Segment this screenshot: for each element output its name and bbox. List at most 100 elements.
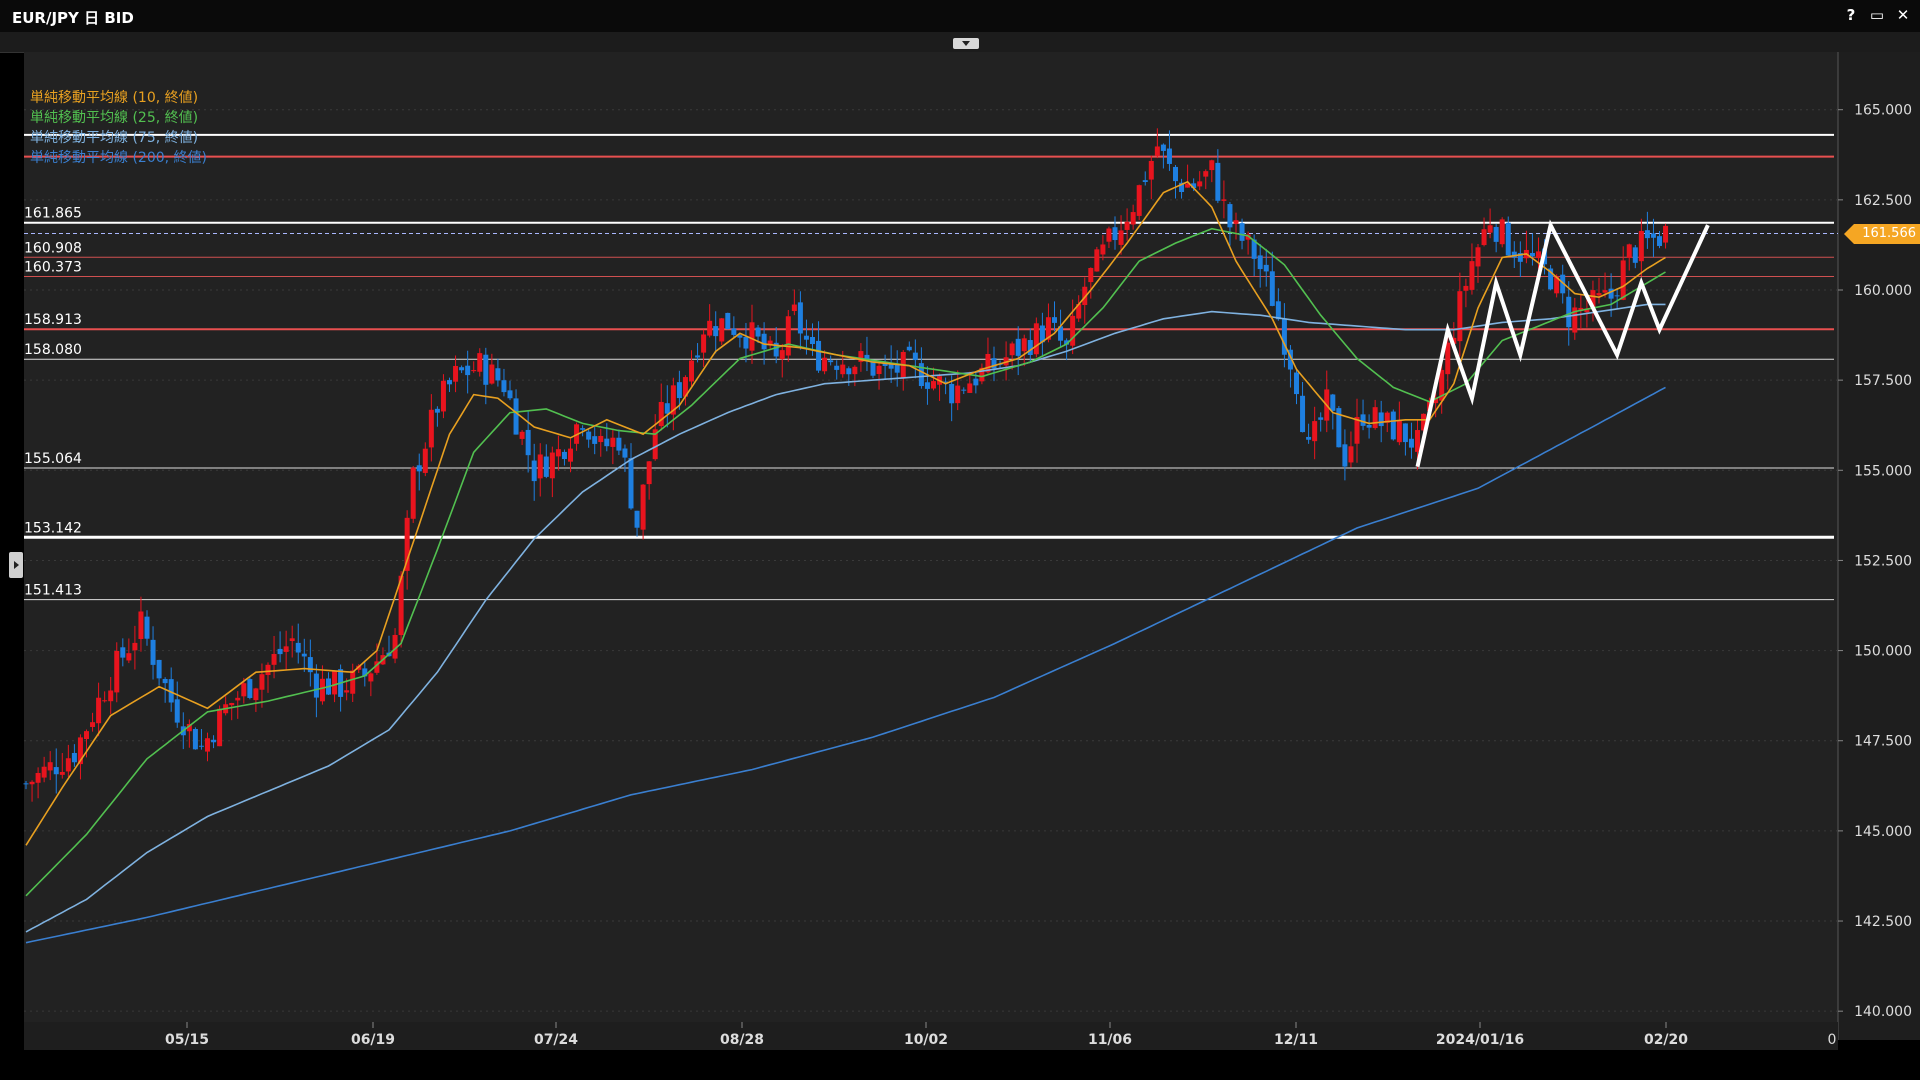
candle[interactable] bbox=[864, 336, 870, 372]
candle[interactable] bbox=[1160, 143, 1166, 169]
candle[interactable] bbox=[1529, 233, 1535, 266]
candle[interactable] bbox=[410, 465, 416, 523]
candle[interactable] bbox=[1602, 272, 1608, 298]
candle[interactable] bbox=[1620, 246, 1626, 301]
candle[interactable] bbox=[428, 394, 434, 462]
candle[interactable] bbox=[368, 672, 374, 697]
candle[interactable] bbox=[1227, 202, 1233, 246]
candle[interactable] bbox=[912, 339, 918, 379]
candle[interactable] bbox=[1287, 345, 1293, 388]
candle[interactable] bbox=[1045, 303, 1051, 343]
candle[interactable] bbox=[1185, 164, 1191, 188]
candle[interactable] bbox=[592, 427, 598, 455]
candle[interactable] bbox=[126, 638, 132, 664]
legend-item[interactable]: 単純移動平均線 (10, 終値) bbox=[30, 90, 199, 106]
candle[interactable] bbox=[1306, 423, 1312, 444]
legend-item[interactable]: 単純移動平均線 (200, 終値) bbox=[30, 150, 207, 166]
candle[interactable] bbox=[1499, 217, 1505, 248]
candle[interactable] bbox=[949, 375, 955, 422]
candle[interactable] bbox=[979, 363, 985, 385]
candle[interactable] bbox=[319, 665, 325, 705]
candle[interactable] bbox=[65, 744, 71, 778]
ma75-line[interactable] bbox=[25, 303, 1666, 933]
candle[interactable] bbox=[1221, 180, 1227, 219]
close-icon[interactable]: ✕ bbox=[1896, 6, 1910, 24]
candle[interactable] bbox=[586, 429, 592, 448]
candle[interactable] bbox=[580, 425, 586, 437]
help-icon[interactable]: ? bbox=[1846, 6, 1856, 24]
candle[interactable] bbox=[404, 510, 410, 590]
candle[interactable] bbox=[205, 732, 210, 762]
candle[interactable] bbox=[1517, 241, 1523, 278]
price-chart[interactable]: 140.000 142.500 145.000 147.500 150.000 152.5… bbox=[0, 52, 1920, 1080]
candle[interactable] bbox=[640, 484, 646, 540]
candle[interactable] bbox=[489, 353, 495, 385]
candle[interactable] bbox=[1487, 208, 1493, 239]
candle[interactable] bbox=[894, 350, 900, 387]
candle[interactable] bbox=[1094, 246, 1100, 272]
candle[interactable] bbox=[1112, 216, 1118, 250]
candle[interactable] bbox=[1166, 130, 1172, 171]
candle[interactable] bbox=[1390, 409, 1396, 441]
candle[interactable] bbox=[725, 312, 731, 330]
candle[interactable] bbox=[1590, 280, 1596, 322]
candle[interactable] bbox=[737, 333, 743, 348]
candle[interactable] bbox=[1408, 422, 1414, 459]
candle[interactable] bbox=[1052, 301, 1057, 332]
candle[interactable] bbox=[77, 734, 83, 780]
candle[interactable] bbox=[1039, 312, 1045, 357]
candle[interactable] bbox=[235, 691, 241, 719]
candle[interactable] bbox=[150, 626, 156, 680]
candle[interactable] bbox=[120, 638, 126, 667]
candle[interactable] bbox=[398, 571, 404, 648]
candle[interactable] bbox=[767, 336, 773, 349]
candle[interactable] bbox=[1348, 431, 1354, 468]
candle[interactable] bbox=[568, 438, 573, 473]
candle[interactable] bbox=[991, 346, 997, 382]
candle[interactable] bbox=[664, 385, 670, 428]
candle[interactable] bbox=[743, 322, 749, 363]
candle[interactable] bbox=[797, 291, 803, 350]
candle[interactable] bbox=[1511, 241, 1517, 268]
candle[interactable] bbox=[537, 443, 543, 497]
candle[interactable] bbox=[1614, 288, 1620, 309]
candle[interactable] bbox=[350, 663, 356, 703]
candle[interactable] bbox=[1130, 204, 1136, 230]
candle[interactable] bbox=[186, 719, 192, 748]
candle[interactable] bbox=[1336, 406, 1342, 448]
candle[interactable] bbox=[1064, 338, 1070, 361]
candle[interactable] bbox=[96, 682, 102, 737]
candle[interactable] bbox=[1354, 398, 1360, 463]
candle[interactable] bbox=[1033, 317, 1039, 358]
candle[interactable] bbox=[676, 370, 682, 410]
candles[interactable] bbox=[23, 128, 1669, 802]
candle[interactable] bbox=[1136, 184, 1142, 221]
candle[interactable] bbox=[1300, 381, 1306, 433]
candle[interactable] bbox=[1396, 401, 1402, 446]
candle[interactable] bbox=[253, 687, 259, 712]
candle[interactable] bbox=[440, 374, 446, 419]
candle[interactable] bbox=[1294, 369, 1299, 405]
candle[interactable] bbox=[108, 677, 114, 715]
maximize-icon[interactable]: ▭ bbox=[1869, 6, 1885, 24]
candle[interactable] bbox=[90, 712, 96, 732]
candle[interactable] bbox=[1015, 326, 1021, 376]
candle[interactable] bbox=[283, 630, 289, 671]
candle[interactable] bbox=[174, 681, 180, 728]
candle[interactable] bbox=[132, 625, 138, 670]
candle[interactable] bbox=[1360, 399, 1366, 431]
candle[interactable] bbox=[295, 623, 301, 664]
candle[interactable] bbox=[1076, 295, 1082, 322]
side-panel-toggle[interactable] bbox=[9, 552, 23, 578]
candle[interactable] bbox=[791, 289, 797, 316]
candle[interactable] bbox=[834, 360, 840, 380]
candle[interactable] bbox=[1312, 406, 1318, 460]
candle[interactable] bbox=[1118, 215, 1124, 255]
candle[interactable] bbox=[477, 348, 483, 377]
candle[interactable] bbox=[1088, 267, 1094, 299]
candle[interactable] bbox=[192, 727, 198, 750]
candle[interactable] bbox=[525, 410, 531, 473]
candle[interactable] bbox=[1366, 414, 1372, 439]
candle[interactable] bbox=[1481, 217, 1487, 247]
candle[interactable] bbox=[1209, 159, 1215, 183]
